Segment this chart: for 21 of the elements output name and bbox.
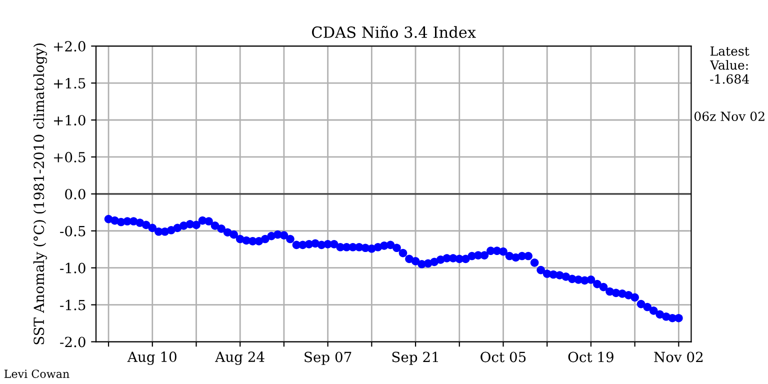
text: Latest Value: -1.684 — [710, 46, 750, 84]
x-tick-label: Sep 21 — [392, 352, 438, 365]
x-tick-label: Aug 24 — [215, 352, 264, 365]
text: 06z Nov 02 — [694, 112, 764, 122]
x-tick-label: Oct 19 — [568, 352, 614, 362]
y-tick-label: -0.5 — [60, 226, 86, 236]
x-tick-label: Sep 07 — [304, 352, 352, 365]
y-tick-label: 0.0 — [65, 188, 86, 200]
y-tick-label: +1.0 — [54, 114, 86, 126]
y-tick-label: +0.5 — [54, 152, 86, 162]
x-tick-label: Nov 02 — [654, 352, 703, 362]
y-tick-label: -2.0 — [60, 336, 86, 348]
x-tick-label: Aug 10 — [127, 352, 176, 365]
y-tick-label: -1.0 — [60, 262, 86, 274]
y-tick-label: +1.5 — [54, 78, 86, 89]
x-tick-label: Oct 05 — [480, 352, 526, 362]
y-axis-title: SST Anomaly (°C) (1981-2010 climatology) — [33, 44, 47, 344]
y-tick-label: -1.5 — [60, 300, 86, 310]
text: Levi Cowan — [4, 370, 70, 378]
chart-title: CDAS Niño 3.4 Index — [312, 26, 476, 38]
y-tick-label: +2.0 — [54, 41, 86, 52]
